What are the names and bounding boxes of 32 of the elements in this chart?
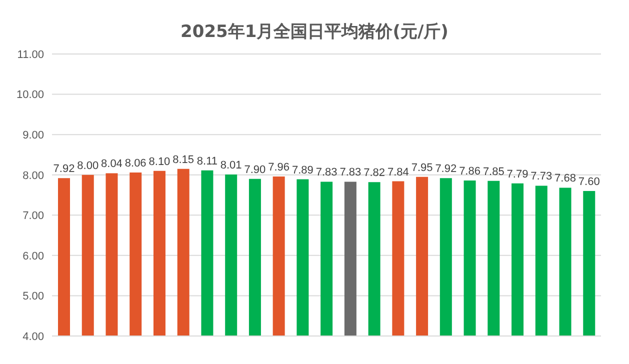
data-label: 7.60 — [578, 176, 600, 188]
y-tick-label: 8.00 — [22, 170, 44, 182]
y-tick-label: 9.00 — [22, 129, 44, 142]
data-label: 7.79 — [506, 168, 528, 180]
data-label: 7.90 — [244, 164, 266, 176]
y-tick-label: 10.00 — [16, 89, 44, 102]
data-label: 8.15 — [172, 154, 194, 166]
chart-title: 2025年1月全国日平均猪价(元/斤) — [180, 21, 450, 44]
data-label: 8.06 — [124, 157, 146, 170]
data-label: 7.92 — [435, 163, 457, 176]
data-label: 7.96 — [268, 161, 290, 174]
data-label: 7.92 — [53, 163, 75, 176]
data-label: 7.84 — [387, 166, 409, 178]
data-label: 7.95 — [411, 162, 433, 174]
data-label: 7.82 — [364, 167, 386, 180]
y-tick-label: 5.00 — [22, 290, 44, 303]
data-label: 7.89 — [292, 164, 314, 176]
y-tick-label: 6.00 — [22, 250, 44, 262]
data-label: 7.73 — [530, 170, 552, 183]
y-tick-label: 4.00 — [22, 330, 44, 343]
data-label: 8.11 — [196, 155, 218, 168]
y-tick-label: 11.00 — [17, 48, 44, 61]
data-label: 7.85 — [482, 166, 504, 178]
data-label: 8.10 — [148, 156, 170, 168]
data-label: 7.86 — [459, 165, 480, 178]
data-label: 8.01 — [220, 159, 242, 172]
data-label: 8.04 — [101, 158, 122, 170]
data-label: 7.68 — [554, 172, 576, 185]
data-label: 7.83 — [316, 166, 338, 179]
data-label: 8.00 — [77, 160, 99, 172]
y-tick-label: 7.00 — [22, 210, 44, 222]
data-label: 7.83 — [340, 166, 362, 179]
